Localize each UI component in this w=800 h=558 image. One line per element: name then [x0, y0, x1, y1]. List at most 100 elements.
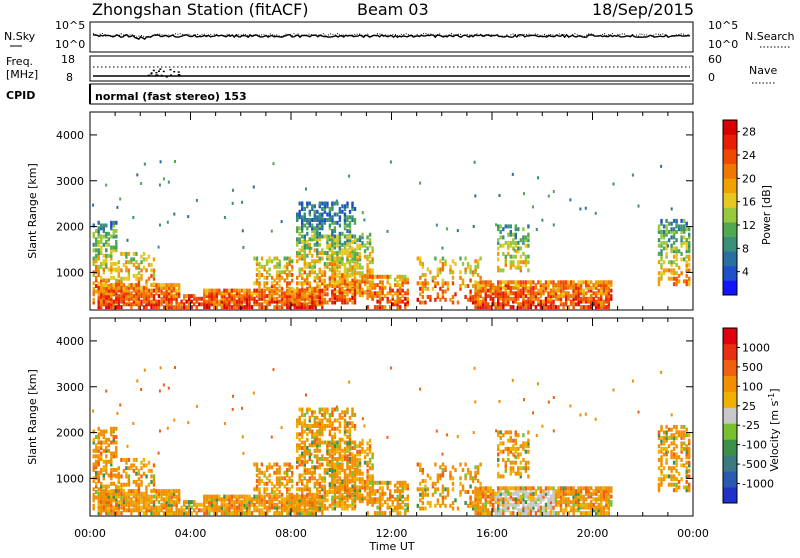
velocity-cell — [130, 489, 132, 493]
power-cell — [113, 268, 115, 272]
power-cell — [276, 297, 278, 301]
power-cell — [276, 262, 278, 266]
velocity-cell — [271, 487, 273, 491]
velocity-cell — [95, 482, 97, 486]
power-cell — [502, 227, 504, 231]
power-cell — [361, 271, 363, 275]
power-cell — [180, 300, 182, 304]
power-cell — [319, 213, 321, 217]
power-ytick-label: 2000 — [56, 221, 84, 234]
velocity-cell — [296, 487, 298, 491]
power-cell — [522, 227, 524, 231]
power-cell — [268, 273, 270, 277]
power-cell — [331, 238, 333, 242]
cpid-text: normal (fast stereo) 153 — [95, 90, 247, 103]
power-cell — [434, 298, 436, 302]
velocity-cell — [98, 454, 100, 458]
power-cell — [500, 230, 502, 234]
power-cell — [660, 219, 662, 223]
velocity-cell — [100, 500, 102, 504]
velocity-cell — [351, 498, 353, 502]
velocity-cell — [510, 436, 512, 440]
velocity-cell — [545, 486, 547, 490]
velocity-cell — [133, 489, 135, 493]
velocity-cell — [525, 506, 527, 510]
power-cell — [555, 283, 557, 287]
power-cell — [329, 254, 331, 258]
velocity-cell — [95, 496, 97, 500]
velocity-cell — [515, 497, 517, 501]
power-cell — [236, 300, 238, 304]
velocity-cell — [359, 469, 361, 473]
power-cell — [673, 282, 675, 286]
freq-tick-bottom: 8 — [66, 71, 73, 84]
power-cell — [381, 275, 383, 279]
velocity-cell — [567, 497, 569, 501]
velocity-cell — [502, 433, 504, 437]
power-cell — [517, 227, 519, 231]
velocity-cell — [326, 507, 328, 511]
velocity-cell — [163, 497, 165, 501]
power-cell — [324, 235, 326, 239]
power-cell — [595, 291, 597, 295]
velocity-cell — [359, 458, 361, 462]
power-cell — [336, 252, 338, 256]
velocity-cell — [198, 508, 200, 512]
velocity-cell — [289, 476, 291, 480]
power-cell — [115, 279, 117, 283]
power-cell — [314, 292, 316, 296]
power-cell — [306, 273, 308, 277]
power-cell — [359, 235, 361, 239]
power-cell — [464, 284, 466, 288]
velocity-cell — [95, 443, 97, 447]
power-cell — [201, 297, 203, 301]
velocity-cell — [95, 454, 97, 458]
power-cell — [569, 198, 571, 201]
velocity-cell — [331, 439, 333, 443]
power-cell — [384, 305, 386, 309]
velocity-cell — [231, 495, 233, 499]
power-cell — [299, 268, 301, 272]
velocity-cell — [520, 495, 522, 499]
power-cell — [108, 232, 110, 236]
power-cell — [512, 280, 514, 284]
velocity-cell — [261, 479, 263, 483]
velocity-cell — [346, 421, 348, 425]
power-cell — [258, 302, 260, 306]
power-cell — [256, 268, 258, 272]
power-cell — [482, 297, 484, 301]
power-cell — [499, 194, 501, 197]
velocity-cell — [143, 458, 145, 462]
power-cell — [319, 243, 321, 247]
velocity-cell — [276, 503, 278, 507]
velocity-cell — [183, 508, 185, 512]
power-cell — [547, 291, 549, 295]
power-cell — [459, 257, 461, 261]
velocity-cell — [399, 481, 401, 485]
velocity-cell — [294, 495, 296, 499]
velocity-cell — [464, 474, 466, 478]
power-cell — [454, 292, 456, 296]
power-cell — [331, 202, 333, 206]
power-cell — [683, 257, 685, 261]
velocity-cell — [311, 410, 313, 414]
power-cell — [492, 297, 494, 301]
velocity-cell — [402, 481, 404, 485]
power-cell — [281, 276, 283, 280]
velocity-cell — [130, 508, 132, 512]
velocity-cell — [268, 493, 270, 497]
power-cell — [477, 297, 479, 301]
velocity-cell — [369, 439, 371, 443]
power-cell — [552, 300, 554, 304]
velocity-cell — [510, 466, 512, 470]
power-cell — [422, 295, 424, 299]
power-cell — [419, 281, 421, 285]
power-cell — [392, 294, 394, 298]
power-cell — [253, 257, 255, 261]
power-cell — [140, 268, 142, 272]
power-cell — [299, 237, 301, 241]
power-cell — [686, 222, 688, 226]
power-cell — [309, 305, 311, 309]
velocity-cell — [434, 463, 436, 467]
power-cell — [116, 206, 118, 209]
